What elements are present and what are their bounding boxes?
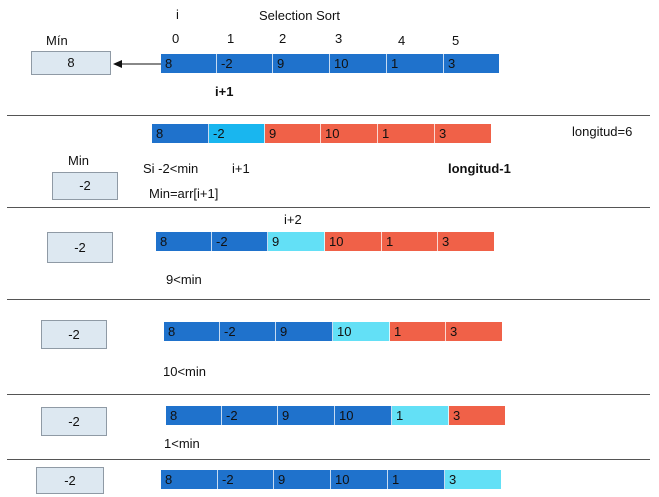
array-cell: 10 <box>335 406 392 425</box>
array-cell: 10 <box>331 470 388 489</box>
index-label-4: 4 <box>398 33 406 48</box>
arrow-left-icon <box>113 60 162 68</box>
condition-text: Si -2<min <box>143 161 199 176</box>
condition-text: 10<min <box>163 364 206 379</box>
array-cell: 3 <box>445 470 501 489</box>
array-cell: 1 <box>390 322 446 341</box>
array-cell: 1 <box>392 406 449 425</box>
array-cell: -2 <box>212 232 268 251</box>
limit-label: longitud-1 <box>448 161 511 176</box>
array-cell: 1 <box>387 54 444 73</box>
pointer-label-i-plus-1: i+1 <box>215 84 234 99</box>
array-cell: -2 <box>220 322 276 341</box>
divider <box>7 459 650 460</box>
array-cell: 9 <box>265 124 321 143</box>
min-value-box: 8 <box>31 51 111 75</box>
condition-text: 9<min <box>166 272 202 287</box>
array-row-3: 8 -2 9 10 1 3 <box>164 322 502 341</box>
min-label: Mín <box>46 33 68 48</box>
index-label-0: 0 <box>172 31 180 46</box>
array-cell: 8 <box>152 124 209 143</box>
min-value: -2 <box>74 240 86 255</box>
array-cell: 1 <box>382 232 438 251</box>
pointer-label-i-plus-2: i+2 <box>284 212 302 227</box>
array-cell: 10 <box>330 54 387 73</box>
length-label: longitud=6 <box>572 124 633 139</box>
min-value: -2 <box>79 178 91 193</box>
array-cell: 3 <box>446 322 502 341</box>
divider <box>7 299 650 300</box>
array-cell: 10 <box>333 322 390 341</box>
array-cell: 3 <box>435 124 491 143</box>
index-label-2: 2 <box>279 31 287 46</box>
index-label-3: 3 <box>335 31 343 46</box>
array-cell: -2 <box>209 124 265 143</box>
array-row-1: 8 -2 9 10 1 3 <box>152 124 491 143</box>
min-value-box: -2 <box>41 407 107 436</box>
min-value-box: -2 <box>47 232 113 263</box>
array-cell: 10 <box>325 232 382 251</box>
array-cell: 3 <box>449 406 505 425</box>
array-cell: 9 <box>274 470 331 489</box>
pointer-label-i-plus-1: i+1 <box>232 161 250 176</box>
divider <box>7 115 650 116</box>
array-row-4: 8 -2 9 10 1 3 <box>166 406 505 425</box>
array-cell: -2 <box>217 54 273 73</box>
divider <box>7 207 650 208</box>
min-value: -2 <box>64 473 76 488</box>
array-cell: -2 <box>218 470 274 489</box>
array-cell: 8 <box>161 470 218 489</box>
array-cell: 9 <box>268 232 325 251</box>
index-label-1: 1 <box>227 31 235 46</box>
array-cell: 8 <box>156 232 212 251</box>
array-row-5: 8 -2 9 10 1 3 <box>161 470 501 489</box>
min-value-box: -2 <box>36 467 104 494</box>
condition-text: 1<min <box>164 436 200 451</box>
min-value: 8 <box>67 55 75 70</box>
assignment-text: Min=arr[i+1] <box>149 186 219 201</box>
index-label-5: 5 <box>452 33 460 48</box>
array-cell: 8 <box>161 54 217 73</box>
array-cell: -2 <box>222 406 278 425</box>
divider <box>7 394 650 395</box>
array-row-0: 8 -2 9 10 1 3 <box>161 54 499 73</box>
min-value-box: -2 <box>41 320 107 349</box>
array-cell: 3 <box>438 232 494 251</box>
array-cell: 9 <box>273 54 330 73</box>
array-cell: 1 <box>378 124 435 143</box>
array-cell: 10 <box>321 124 378 143</box>
array-cell: 9 <box>276 322 333 341</box>
array-cell: 8 <box>166 406 222 425</box>
min-value-box: -2 <box>52 172 118 200</box>
min-value: -2 <box>68 414 80 429</box>
array-cell: 8 <box>164 322 220 341</box>
array-cell: 1 <box>388 470 445 489</box>
array-cell: 9 <box>278 406 335 425</box>
array-row-2: 8 -2 9 10 1 3 <box>156 232 494 251</box>
array-cell: 3 <box>444 54 499 73</box>
min-value: -2 <box>68 327 80 342</box>
diagram-title: Selection Sort <box>259 8 340 23</box>
min-label: Min <box>68 153 89 168</box>
index-symbol-i: i <box>176 7 179 22</box>
